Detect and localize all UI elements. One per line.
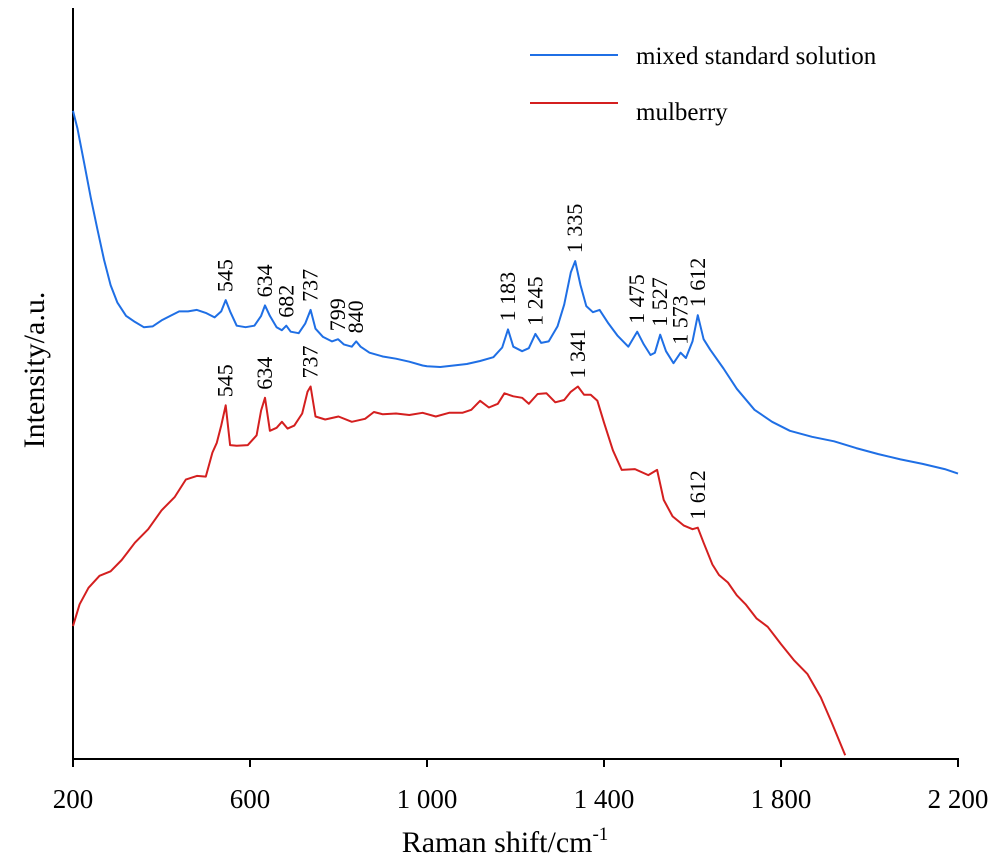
peak-label-mixed-standard-solution-545: 545 xyxy=(213,259,238,292)
x-tick-label-600: 600 xyxy=(230,784,271,814)
x-tick-label-1-400: 1 400 xyxy=(574,784,635,814)
x-axis-title-text: Raman shift/cm xyxy=(402,826,593,859)
series-line-mixed-standard-solution xyxy=(72,110,959,475)
peak-label-mulberry-634: 634 xyxy=(252,357,277,390)
peak-label-mixed-standard-solution-682: 682 xyxy=(273,285,298,318)
x-tick-label-200: 200 xyxy=(53,784,94,814)
y-axis-title: Intensity/a.u. xyxy=(18,292,51,449)
x-axis-title-superscript: -1 xyxy=(592,824,608,845)
peak-label-mixed-standard-solution-1527: 1 527 xyxy=(647,277,672,327)
peak-label-mixed-standard-solution-737: 737 xyxy=(298,269,323,302)
peak-label-mixed-standard-solution-1335: 1 335 xyxy=(562,204,587,254)
axes xyxy=(72,8,959,760)
peak-label-mixed-standard-solution-1573: 1 573 xyxy=(668,295,693,345)
series-line-mulberry xyxy=(72,385,847,756)
peak-label-mixed-standard-solution-1245: 1 245 xyxy=(522,276,547,326)
peak-label-mulberry-737: 737 xyxy=(298,346,323,379)
series-layer xyxy=(72,110,959,756)
x-tick-label-2-200: 2 200 xyxy=(928,784,989,814)
x-axis-title: Raman shift/cm-1 xyxy=(402,824,609,859)
x-tick-label-1-800: 1 800 xyxy=(751,784,812,814)
peak-label-mixed-standard-solution-799: 799 xyxy=(325,298,350,331)
x-tick-label-1-000: 1 000 xyxy=(397,784,458,814)
legend-label-mulberry: mulberry xyxy=(636,99,728,126)
x-axis-ticks: 200 600 1 000 1 400 1 800 2 200 xyxy=(53,759,989,814)
peak-label-mixed-standard-solution-634: 634 xyxy=(252,264,277,297)
peak-label-mulberry-1612: 1 612 xyxy=(685,470,710,520)
peak-label-mulberry-545: 545 xyxy=(213,364,238,397)
legend-label-mixed-standard-solution: mixed standard solution xyxy=(636,43,877,70)
peak-label-mixed-standard-solution-1475: 1 475 xyxy=(624,274,649,324)
peak-label-mulberry-1341: 1 341 xyxy=(565,329,590,379)
legend: mixed standard solution mulberry xyxy=(530,43,877,126)
peak-label-mixed-standard-solution-840: 840 xyxy=(343,300,368,333)
peak-label-mixed-standard-solution-1183: 1 183 xyxy=(495,272,520,322)
peak-label-mixed-standard-solution-1612: 1 612 xyxy=(685,258,710,308)
